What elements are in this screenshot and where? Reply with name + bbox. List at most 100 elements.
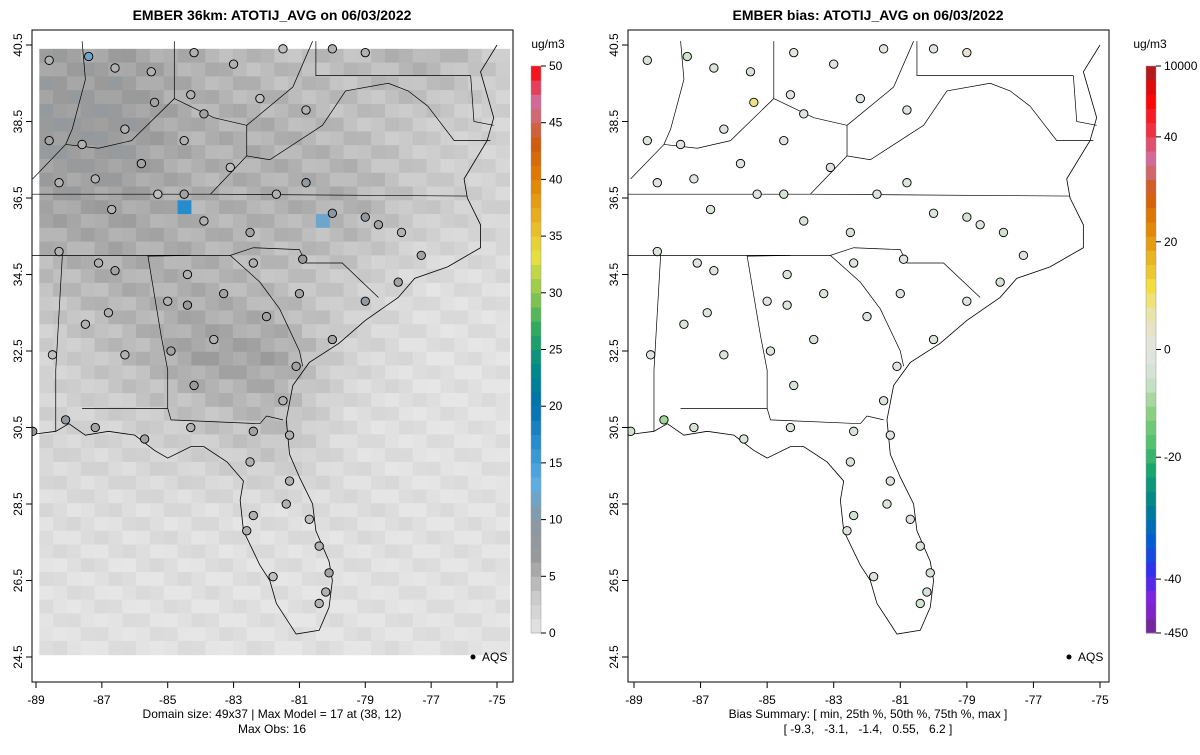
station-point [922,587,932,597]
model-grid-cell [94,296,109,311]
model-grid-cell [149,448,165,463]
model-grid-cell [219,503,234,518]
model-grid-cell [163,530,179,546]
model-grid-cell [80,585,96,601]
model-grid-cell [66,186,82,201]
model-grid-cell [94,489,109,504]
left-colorbar-swatch [531,562,541,577]
model-grid-cell [454,200,469,215]
model-grid-cell [274,530,289,546]
model-grid-cell [149,420,165,435]
model-grid-cell [329,145,345,160]
model-grid-cell [177,461,192,477]
model-grid-cell [80,489,96,504]
model-grid-cell [398,585,414,601]
station-point [54,178,64,188]
model-grid-cell [260,255,275,270]
model-grid-cell [191,503,206,518]
model-grid-cell [94,145,109,160]
model-grid-cell [66,269,82,284]
model-grid-cell [246,475,262,490]
model-grid-cell [53,393,68,408]
model-grid-cell [357,158,372,174]
model-grid-cell [246,434,262,449]
right-colorbar-swatch [1146,151,1156,166]
model-grid-cell [357,131,372,146]
left-state-boundary [147,255,191,409]
model-grid-cell [122,214,137,229]
model-grid-cell [122,324,137,339]
model-grid-cell [357,475,372,490]
model-grid-cell [205,613,220,628]
model-grid-cell [66,227,82,243]
station-point [324,568,334,578]
model-grid-cell [39,393,54,408]
model-grid-cell [274,282,289,298]
model-grid-cell [163,269,179,284]
model-grid-cell [371,227,386,243]
left-colorbar-swatch [531,533,541,549]
left-colorbar-swatch [531,335,541,350]
model-grid-cell [163,255,179,270]
model-grid-cell [481,393,497,408]
model-grid-cell [246,117,262,132]
model-grid-cell [468,599,483,614]
model-grid-cell [454,282,469,298]
model-grid-cell [205,241,220,256]
model-grid-cell [357,393,372,408]
model-grid-cell [163,489,179,504]
model-grid-cell [343,145,358,160]
model-grid-cell [94,351,109,367]
model-grid-cell [53,186,68,201]
model-grid-cell [329,131,345,146]
model-grid-cell [398,214,414,229]
model-grid-cell [80,117,96,132]
model-grid-cell [454,558,469,573]
model-grid-cell [385,310,400,325]
model-grid-cell [302,640,317,656]
left-state-boundary [55,255,63,432]
model-grid-cell [412,393,428,408]
model-grid-cell [385,351,400,367]
model-grid-cell [53,269,68,284]
right-state-boundary [846,41,914,156]
model-grid-cell [357,186,372,201]
model-grid-cell [302,282,317,298]
model-grid-cell [149,393,165,408]
left-footer-1: Domain size: 49x37 | Max Model = 17 at (… [143,707,402,721]
model-grid-cell [53,103,68,119]
left-y-tick-label: 24.5 [11,645,25,669]
model-grid-cell [122,172,137,188]
right-colorbar-swatch [1146,434,1156,450]
model-grid-cell [53,200,68,215]
model-grid-cell [385,117,400,132]
model-grid-cell [177,489,192,504]
model-grid-cell [80,337,96,353]
model-grid-cell [108,530,123,546]
model-grid-cell [80,255,96,270]
model-grid-cell [163,475,179,490]
model-grid-cell [80,517,96,532]
model-grid-cell [191,76,206,91]
model-grid-cell [66,351,82,367]
model-grid-cell [80,627,96,642]
right-colorbar-swatch [1146,590,1156,606]
model-grid-cell [149,572,165,587]
model-grid-cell [302,214,317,229]
model-grid-cell [149,434,165,449]
model-grid-cell [108,131,123,146]
model-grid-cell [232,214,248,229]
model-grid-cell [288,351,303,367]
model-grid-cell [398,172,414,188]
model-grid-cell [232,544,248,559]
model-grid-cell [481,530,497,546]
model-grid-cell [260,131,275,146]
model-grid-cell [177,393,192,408]
model-grid-cell [108,475,123,490]
model-grid-cell [232,296,248,311]
model-grid-cell [219,351,234,367]
model-grid-cell [108,158,123,174]
model-grid-cell [136,90,151,105]
model-grid-cell [219,379,234,394]
model-grid-cell [426,393,441,408]
